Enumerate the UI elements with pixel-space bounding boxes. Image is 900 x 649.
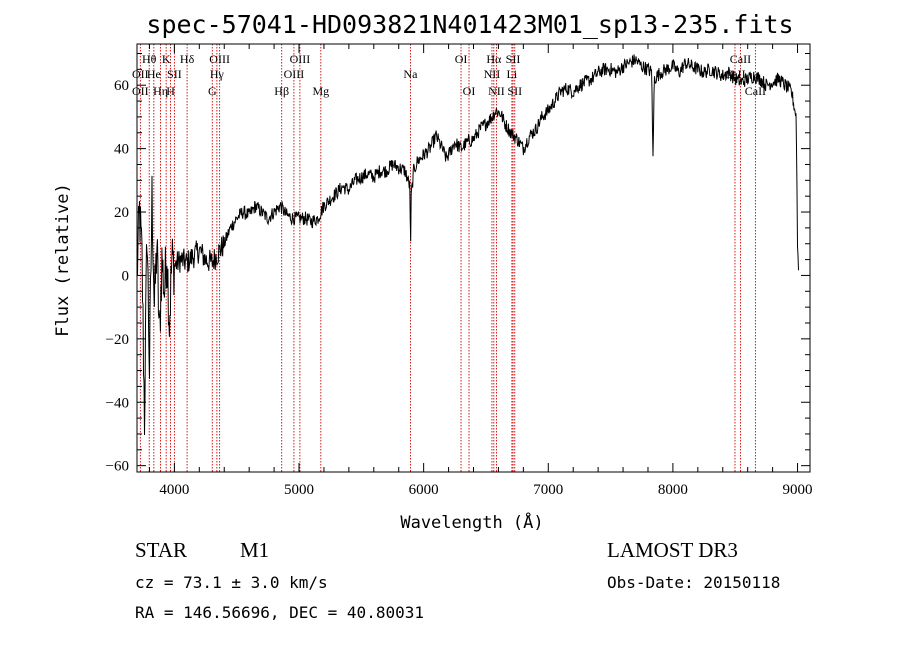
spectral-line-label-3: He xyxy=(147,67,161,81)
x-axis-label: Wavelength (Å) xyxy=(400,511,543,533)
x-tick-labels: 4000 5000 6000 7000 8000 9000 xyxy=(159,482,812,498)
plot-frame xyxy=(136,43,811,473)
object-class: STAR xyxy=(135,538,187,562)
spectral-line-label-19: Hα xyxy=(486,52,502,66)
spectral-line-label-10: Hγ xyxy=(210,67,225,81)
spectral-line-label-11: G xyxy=(208,84,217,98)
spectral-line-markers xyxy=(139,44,756,472)
spectral-line-label-2: Hθ xyxy=(142,52,157,66)
chart-title: spec-57041-HD093821N401423M01_sp13-235.f… xyxy=(146,10,793,39)
spectral-line-label-27: CaII xyxy=(745,84,766,98)
flux-series-line xyxy=(136,54,799,436)
spectral-line-label-4: Hη xyxy=(153,84,168,98)
spectral-line-label-13: OIII xyxy=(284,67,305,81)
survey-name: LAMOST DR3 xyxy=(607,538,738,562)
axis-ticks xyxy=(137,44,810,472)
velocity-readout: cz = 73.1 ± 3.0 km/s xyxy=(135,573,328,592)
spectral-line-label-14: OIII xyxy=(290,52,311,66)
spectral-line-label-5: K xyxy=(162,52,171,66)
spectral-line-label-15: Mg xyxy=(312,84,329,98)
spectral-line-label-9: OIII xyxy=(209,52,230,66)
spectral-line-label-1: OII xyxy=(132,84,149,98)
x-tick-label-5000: 5000 xyxy=(284,482,314,498)
spectral-line-label-6: SII xyxy=(167,67,182,81)
spectral-line-label-7: H xyxy=(166,84,175,98)
y-tick-label-20: 20 xyxy=(114,205,129,221)
y-tick-label--40: −40 xyxy=(106,395,129,411)
spectral-line-label-24: SII xyxy=(507,84,522,98)
spectral-line-label-20: NII xyxy=(484,67,501,81)
object-subclass: M1 xyxy=(240,538,270,562)
spectral-line-label-8: Hδ xyxy=(180,52,195,66)
x-tick-label-4000: 4000 xyxy=(159,482,189,498)
y-axis-label: Flux (relative) xyxy=(53,183,73,337)
spectral-line-label-21: NII xyxy=(488,84,505,98)
observation-date: Obs-Date: 20150118 xyxy=(607,573,781,592)
spectral-line-label-25: CaII xyxy=(730,52,751,66)
spectral-line-label-0: OII xyxy=(132,67,149,81)
y-tick-label-60: 60 xyxy=(114,78,129,94)
spectral-line-label-17: OI xyxy=(455,52,468,66)
spectrum-curve-group xyxy=(136,54,799,436)
spectral-line-label-23: Li xyxy=(507,67,518,81)
y-tick-label-40: 40 xyxy=(114,142,129,158)
x-tick-label-8000: 8000 xyxy=(658,482,688,498)
y-tick-label-0: 0 xyxy=(122,268,130,284)
x-tick-label-9000: 9000 xyxy=(783,482,813,498)
coordinates-readout: RA = 146.56696, DEC = 40.80031 xyxy=(135,603,424,622)
x-tick-label-6000: 6000 xyxy=(409,482,439,498)
x-tick-label-7000: 7000 xyxy=(533,482,563,498)
y-tick-labels: −60 −40 −20 0 20 40 60 xyxy=(106,78,129,474)
y-tick-label--20: −20 xyxy=(106,332,129,348)
spectral-line-label-16: Na xyxy=(403,67,418,81)
y-tick-label--60: −60 xyxy=(106,459,129,475)
spectral-line-label-22: SII xyxy=(506,52,521,66)
spectral-line-label-12: Hβ xyxy=(274,84,289,98)
spectral-line-label-18: OI xyxy=(463,84,476,98)
spectral-line-label-26: CaII xyxy=(724,67,745,81)
